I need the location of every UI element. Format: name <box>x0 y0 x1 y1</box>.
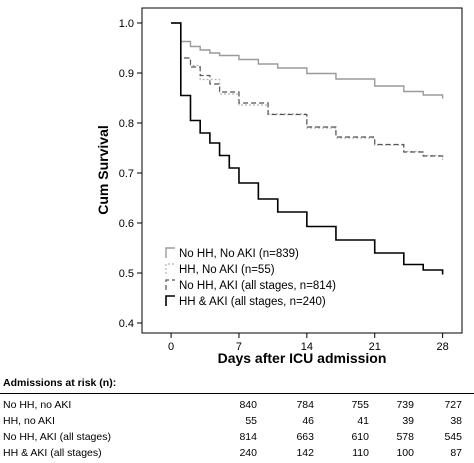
risk-cell: 39 <box>402 415 414 427</box>
legend-swatch <box>165 263 175 274</box>
y-tick-label: 1.0 <box>119 18 134 30</box>
risk-cell: 110 <box>352 447 369 459</box>
y-tick-label: 0.8 <box>119 118 134 130</box>
series-line-3 <box>171 22 444 160</box>
y-axis-label: Cum Survival <box>95 125 111 214</box>
legend-label: No HH, No AKI (n=839) <box>179 248 299 260</box>
x-tick-label: 21 <box>369 341 381 353</box>
risk-row-label: No HH, AKI (all stages) <box>3 431 111 443</box>
y-tick-label: 0.5 <box>119 268 134 280</box>
series-line-1 <box>171 22 444 99</box>
risk-table-row: No HH, no AKI 840 784 755 739 727 <box>0 399 474 415</box>
legend-swatch <box>165 279 175 290</box>
series-layer <box>171 22 444 275</box>
x-tick-label: 0 <box>168 341 174 353</box>
risk-cell: 87 <box>450 447 462 459</box>
risk-cell: 578 <box>396 431 414 443</box>
risk-cell: 240 <box>239 447 257 459</box>
risk-cell: 814 <box>239 431 257 443</box>
risk-table-header: Admissions at risk (n): <box>3 377 117 389</box>
risk-cell: 663 <box>296 431 314 443</box>
risk-cell: 840 <box>239 399 257 411</box>
series-line-4 <box>171 22 444 275</box>
survival-chart: 0.4 0.5 0.6 0.7 0.8 0.9 1.0 0 7 14 21 28 No HH, No… <box>95 7 463 366</box>
risk-cell: 38 <box>450 415 462 427</box>
risk-row-label: HH & AKI (all stages) <box>3 447 102 459</box>
x-tick-label: 28 <box>436 341 448 353</box>
y-tick-label: 0.4 <box>119 318 134 330</box>
risk-cell: 142 <box>296 447 314 459</box>
x-tick-label: 14 <box>301 341 313 353</box>
risk-cell: 46 <box>302 415 314 427</box>
plot-frame <box>141 7 463 334</box>
risk-table-rule <box>0 393 474 394</box>
y-tick-label: 0.9 <box>119 68 134 80</box>
legend-label: HH, No AKI (n=55) <box>179 264 275 276</box>
risk-cell: 727 <box>444 399 462 411</box>
y-tick-label: 0.7 <box>119 168 134 180</box>
y-axis: 0.4 0.5 0.6 0.7 0.8 0.9 1.0 <box>119 18 142 330</box>
risk-row-label: No HH, no AKI <box>3 399 72 411</box>
legend-swatch <box>165 295 175 306</box>
risk-cell: 545 <box>444 431 462 443</box>
risk-cell: 739 <box>396 399 414 411</box>
risk-cell: 610 <box>351 431 369 443</box>
risk-table-row: HH, no AKI 55 46 41 39 38 <box>0 415 474 431</box>
legend-swatch <box>165 247 175 258</box>
risk-cell: 100 <box>396 447 414 459</box>
risk-cell: 755 <box>351 399 369 411</box>
legend: No HH, No AKI (n=839) HH, No AKI (n=55) No… <box>165 247 336 308</box>
risk-table-row: HH & AKI (all stages) 240 142 110 100 87 <box>0 447 474 463</box>
risk-cell: 784 <box>296 399 314 411</box>
x-axis: 0 7 14 21 28 <box>168 333 449 353</box>
risk-cell: 55 <box>245 415 257 427</box>
risk-cell: 41 <box>357 415 369 427</box>
risk-table-row: No HH, AKI (all stages) 814 663 610 578 545 <box>0 431 474 447</box>
x-tick-label: 7 <box>236 341 242 353</box>
risk-row-label: HH, no AKI <box>3 415 55 427</box>
legend-label: No HH, AKI (all stages, n=814) <box>179 280 336 292</box>
y-tick-label: 0.6 <box>119 218 134 230</box>
legend-label: HH & AKI (all stages, n=240) <box>179 296 326 308</box>
x-axis-label: Days after ICU admission <box>218 350 387 366</box>
